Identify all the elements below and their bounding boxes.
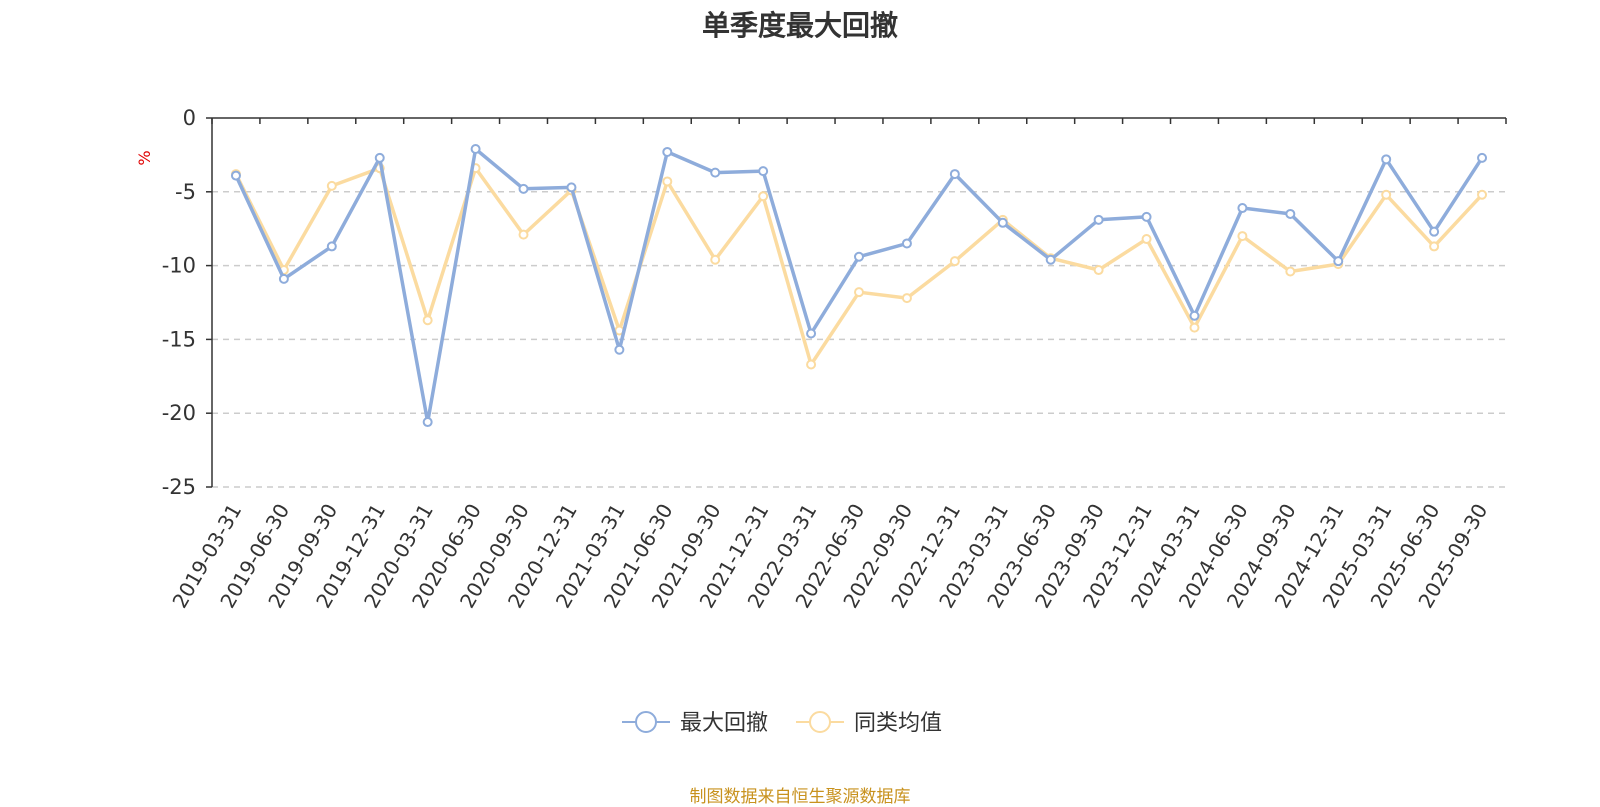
data-point bbox=[710, 167, 721, 178]
y-axis-label: % bbox=[135, 150, 154, 165]
data-point bbox=[1429, 241, 1440, 252]
data-point bbox=[758, 166, 769, 177]
data-point bbox=[1333, 256, 1344, 267]
y-tick-label: -5 bbox=[175, 180, 196, 204]
data-point bbox=[1285, 208, 1296, 219]
y-tick-label: -15 bbox=[162, 327, 196, 351]
data-point bbox=[854, 251, 864, 262]
data-point bbox=[422, 315, 433, 326]
data-point bbox=[1093, 214, 1104, 225]
data-point bbox=[470, 143, 481, 154]
data-point bbox=[1429, 226, 1440, 237]
data-point bbox=[278, 273, 289, 284]
data-point bbox=[422, 417, 433, 428]
data-point bbox=[326, 180, 337, 191]
y-tick-label: -10 bbox=[162, 254, 196, 278]
data-point bbox=[326, 241, 337, 252]
series-line bbox=[234, 147, 1484, 424]
data-point bbox=[662, 146, 673, 157]
data-point bbox=[1093, 265, 1104, 276]
data-point bbox=[1189, 322, 1200, 333]
data-point bbox=[518, 229, 529, 240]
data-point bbox=[1381, 189, 1392, 200]
legend-marker-icon bbox=[809, 711, 831, 733]
data-point bbox=[997, 217, 1008, 228]
data-point bbox=[1237, 203, 1248, 214]
data-point bbox=[566, 182, 577, 193]
data-point bbox=[806, 359, 817, 370]
data-point bbox=[1381, 154, 1392, 165]
data-point bbox=[1045, 254, 1056, 265]
data-point bbox=[1141, 211, 1152, 222]
data-point bbox=[901, 293, 912, 304]
source-note: 制图数据来自恒生聚源数据库 bbox=[689, 787, 911, 807]
data-point bbox=[518, 183, 529, 194]
data-point bbox=[710, 254, 721, 265]
data-point bbox=[1141, 234, 1152, 245]
data-point bbox=[806, 328, 817, 339]
data-point bbox=[1477, 152, 1488, 163]
chart-title: 单季度最大回撤 bbox=[701, 9, 898, 42]
data-point bbox=[662, 176, 673, 187]
y-tick-label: 0 bbox=[183, 106, 196, 130]
data-point bbox=[901, 238, 912, 249]
y-tick-label: -25 bbox=[162, 475, 196, 499]
data-point bbox=[949, 256, 960, 267]
data-point bbox=[854, 287, 864, 298]
series-lines bbox=[230, 143, 1488, 428]
legend-marker-icon bbox=[635, 711, 657, 733]
data-point bbox=[1237, 231, 1248, 242]
legend[interactable]: 最大回撤 同类均值 bbox=[622, 711, 942, 736]
data-point bbox=[1477, 189, 1488, 200]
legend-label: 最大回撤 bbox=[680, 711, 768, 736]
data-point bbox=[1285, 266, 1296, 277]
grid-lines bbox=[212, 191, 1506, 488]
data-point bbox=[614, 344, 625, 355]
data-point bbox=[949, 169, 960, 180]
data-point bbox=[1189, 310, 1200, 321]
data-point bbox=[374, 152, 385, 163]
y-tick-label: -20 bbox=[162, 401, 196, 425]
data-point bbox=[758, 191, 769, 202]
data-point bbox=[230, 170, 241, 181]
legend-label: 同类均值 bbox=[854, 711, 942, 736]
